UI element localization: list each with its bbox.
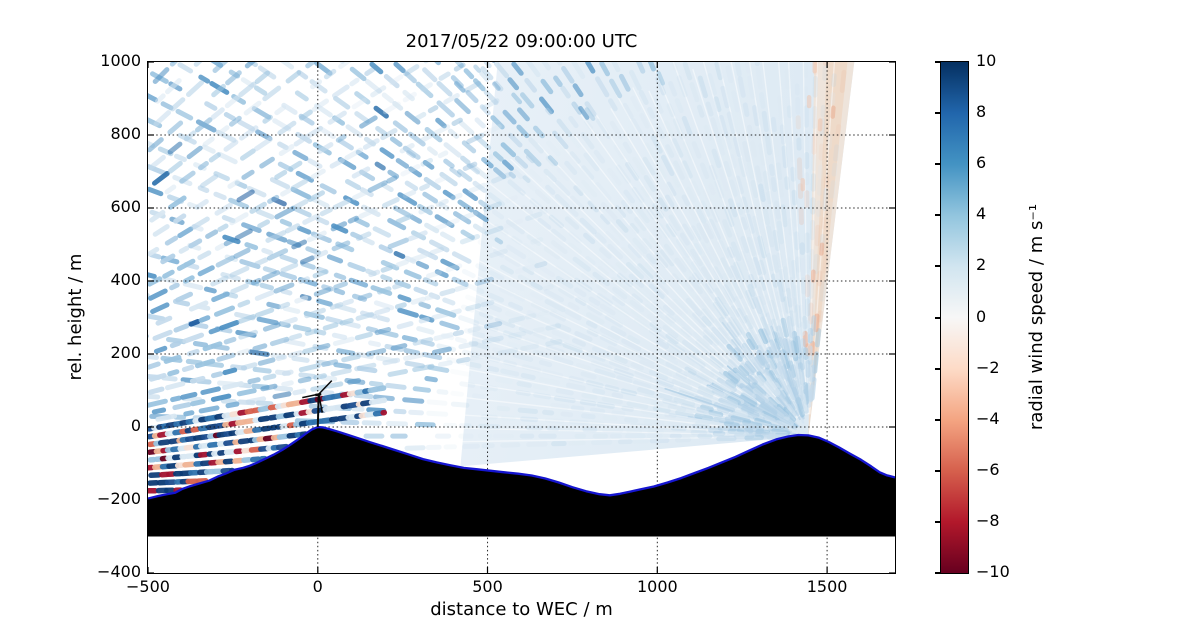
y-tick-label: 200: [110, 343, 141, 362]
west-scan-fan: [148, 62, 563, 494]
y-tick-label: −200: [97, 489, 141, 508]
colorbar-tick-mark: [935, 265, 941, 268]
y-tick-label: −400: [97, 562, 141, 581]
x-tick-label: 500: [472, 577, 503, 596]
colorbar-tick-label: −4: [976, 408, 1000, 428]
colorbar-tick-mark: [935, 214, 941, 217]
colorbar-tick-mark: [935, 163, 941, 166]
colorbar-tick-label: −6: [976, 459, 1000, 479]
colorbar: [940, 61, 969, 574]
colorbar-tick-label: −8: [976, 510, 1000, 530]
terrain-silhouette: [148, 425, 895, 537]
colorbar-tick-label: 8: [976, 102, 987, 122]
colorbar-tick-mark: [935, 520, 941, 523]
plot-area: [147, 61, 896, 574]
colorbar-tick-label: 2: [976, 255, 987, 275]
colorbar-tick-label: 4: [976, 204, 987, 224]
colorbar-tick-label: 6: [976, 153, 987, 173]
colorbar-tick-label: 0: [976, 306, 987, 326]
y-tick-label: 1000: [100, 51, 141, 70]
y-tick-label: 400: [110, 270, 141, 289]
x-tick-label: −500: [126, 577, 170, 596]
y-tick-label: 800: [110, 124, 141, 143]
colorbar-tick-label: −10: [976, 562, 1010, 581]
colorbar-tick-mark: [935, 61, 941, 63]
x-tick-label: 0: [312, 577, 323, 596]
colorbar-tick-mark: [935, 418, 941, 421]
y-tick-label: 0: [130, 416, 141, 435]
colorbar-tick-mark: [935, 469, 941, 472]
colorbar-tick-mark: [935, 367, 941, 370]
colorbar-tick-label: −2: [976, 357, 1000, 377]
x-tick-label: 1500: [806, 577, 848, 596]
colorbar-tick-label: 10: [976, 51, 997, 70]
chart-title: 2017/05/22 09:00:00 UTC: [405, 31, 638, 52]
x-axis-label: distance to WEC / m: [430, 599, 613, 620]
wind-turbine: [302, 380, 333, 428]
plot-canvas: [148, 62, 895, 573]
y-tick-label: 600: [110, 197, 141, 216]
east-scan-fan: [148, 62, 847, 451]
x-tick-label: 1000: [636, 577, 678, 596]
colorbar-tick-mark: [935, 112, 941, 115]
colorbar-label: radial wind speed / m s⁻¹: [1026, 203, 1047, 431]
colorbar-tick-mark: [935, 316, 941, 319]
colorbar-tick-mark: [935, 572, 941, 574]
axis-tick-marks: [148, 62, 895, 573]
